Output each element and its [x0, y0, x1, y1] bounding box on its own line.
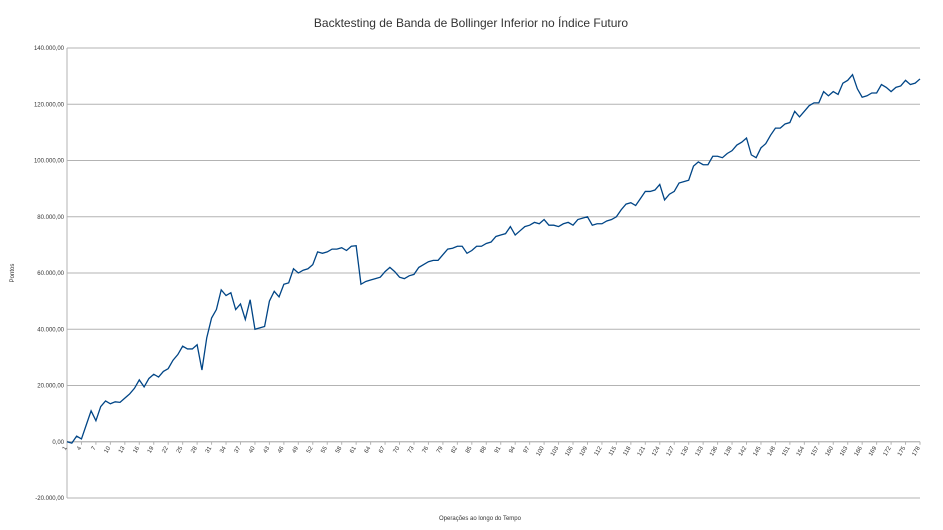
x-tick-label: 139 — [724, 445, 735, 457]
x-tick-label: 25 — [176, 445, 185, 454]
x-tick-label: 148 — [767, 445, 778, 457]
x-tick-label: 178 — [912, 445, 923, 457]
x-tick-label: 46 — [277, 445, 286, 454]
x-tick-label: 97 — [523, 445, 532, 454]
x-tick-label: 172 — [883, 445, 894, 457]
x-tick-label: 16 — [132, 445, 141, 454]
x-tick-label: 163 — [839, 445, 850, 457]
y-tick-label: 60.000,00 — [37, 271, 64, 277]
x-tick-label: 94 — [508, 445, 517, 454]
x-tick-label: 58 — [335, 445, 344, 454]
x-tick-label: 112 — [594, 445, 604, 457]
x-tick-label: 79 — [436, 445, 445, 454]
x-tick-label: 160 — [825, 445, 836, 457]
x-tick-label: 106 — [565, 445, 576, 457]
y-tick-label: -20.000,00 — [35, 496, 64, 502]
x-tick-label: 127 — [666, 445, 677, 457]
x-tick-label: 145 — [752, 445, 763, 457]
x-tick-label: 13 — [118, 445, 127, 454]
x-tick-label: 109 — [579, 445, 590, 457]
x-tick-label: 157 — [810, 445, 821, 457]
x-axis-label: Operações ao longo do Tempo — [439, 516, 522, 522]
x-tick-label: 64 — [364, 445, 373, 454]
x-tick-label: 169 — [868, 445, 879, 457]
x-tick-label: 49 — [292, 445, 301, 454]
y-tick-label: 100.000,00 — [34, 159, 65, 165]
x-tick-label: 115 — [608, 445, 618, 457]
x-tick-label: 37 — [234, 445, 243, 454]
x-tick-label: 52 — [306, 445, 315, 454]
x-tick-label: 10 — [104, 445, 113, 454]
x-tick-label: 19 — [147, 445, 156, 454]
x-tick-label: 22 — [161, 445, 170, 454]
y-tick-label: 140.000,00 — [34, 46, 65, 52]
y-tick-label: 0,00 — [52, 440, 64, 446]
chart-title: Backtesting de Banda de Bollinger Inferi… — [314, 15, 629, 30]
x-tick-label: 100 — [536, 445, 547, 457]
x-tick-label: 151 — [781, 445, 792, 457]
x-tick-label: 124 — [651, 445, 662, 457]
y-tick-label: 120.000,00 — [34, 102, 65, 108]
x-tick-label: 28 — [190, 445, 199, 454]
x-tick-label: 61 — [349, 445, 358, 454]
x-tick-label: 67 — [378, 445, 387, 454]
series-line — [66, 73, 921, 444]
x-tick-label: 91 — [494, 445, 503, 454]
x-tick-label: 85 — [465, 445, 474, 454]
x-tick-label: 154 — [796, 445, 807, 457]
x-tick-label: 34 — [219, 445, 228, 454]
x-tick-label: 121 — [637, 445, 648, 457]
y-axis-label: Pontos — [10, 264, 16, 283]
x-tick-label: 73 — [407, 445, 416, 454]
x-tick-label: 103 — [550, 445, 561, 457]
x-tick-label: 31 — [205, 445, 214, 454]
x-tick-label: 1 — [62, 445, 69, 451]
x-tick-label: 118 — [623, 445, 633, 457]
y-tick-label: 80.000,00 — [37, 215, 64, 221]
x-tick-label: 55 — [320, 445, 329, 454]
x-tick-label: 175 — [897, 445, 908, 457]
x-tick-label: 43 — [263, 445, 272, 454]
x-tick-label: 76 — [422, 445, 431, 454]
y-tick-label: 20.000,00 — [37, 384, 64, 390]
x-tick-label: 130 — [680, 445, 691, 457]
x-tick-label: 82 — [451, 445, 460, 454]
x-tick-label: 88 — [479, 445, 488, 454]
x-tick-label: 142 — [738, 445, 749, 457]
y-tick-label: 40.000,00 — [37, 327, 64, 333]
x-tick-label: 136 — [709, 445, 720, 457]
x-tick-label: 70 — [393, 445, 402, 454]
x-tick-label: 4 — [76, 445, 83, 451]
x-tick-label: 7 — [91, 445, 98, 451]
x-tick-label: 133 — [695, 445, 706, 457]
x-tick-label: 40 — [248, 445, 257, 454]
x-tick-label: 166 — [854, 445, 865, 457]
